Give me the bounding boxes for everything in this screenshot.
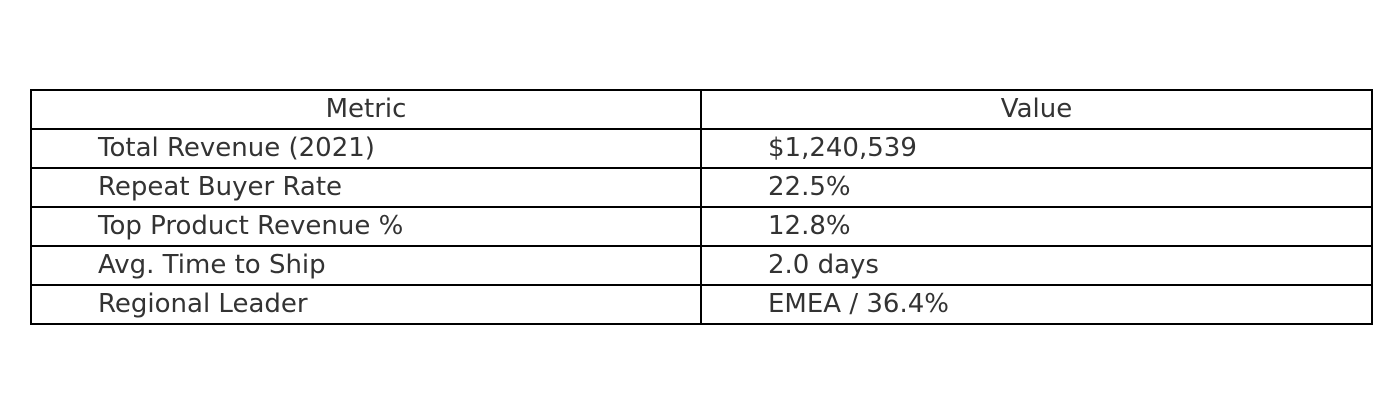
table-row: Regional Leader EMEA / 36.4% [30,284,1373,325]
value-cell: 12.8% [700,206,1373,247]
header-value: Value [700,89,1373,130]
value-cell: EMEA / 36.4% [700,284,1373,325]
value-cell: $1,240,539 [700,128,1373,169]
value-cell: 2.0 days [700,245,1373,286]
metrics-table: Metric Value Total Revenue (2021) $1,240… [30,89,1373,325]
value-cell: 22.5% [700,167,1373,208]
table-row: Avg. Time to Ship 2.0 days [30,245,1373,286]
metric-cell: Repeat Buyer Rate [30,167,702,208]
table-row: Top Product Revenue % 12.8% [30,206,1373,247]
metric-cell: Regional Leader [30,284,702,325]
table-row: Total Revenue (2021) $1,240,539 [30,128,1373,169]
metric-cell: Total Revenue (2021) [30,128,702,169]
metric-cell: Top Product Revenue % [30,206,702,247]
metric-cell: Avg. Time to Ship [30,245,702,286]
table-row: Repeat Buyer Rate 22.5% [30,167,1373,208]
header-metric: Metric [30,89,702,130]
header-row: Metric Value [30,89,1373,130]
